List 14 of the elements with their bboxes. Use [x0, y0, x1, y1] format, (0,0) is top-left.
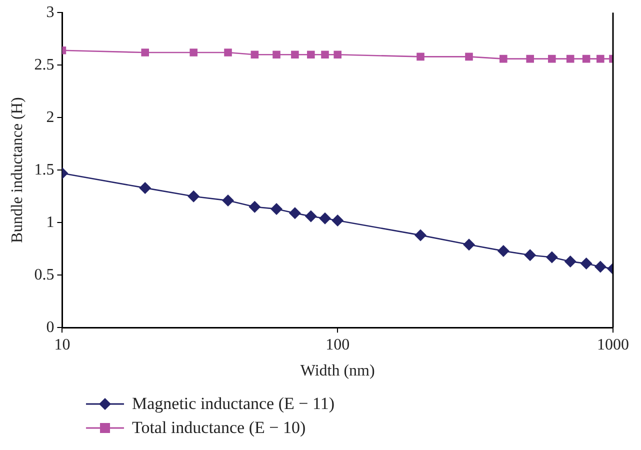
y-tick-label: 2 — [46, 108, 54, 126]
y-tick-label: 2.5 — [34, 56, 54, 74]
y-tick-label: 3 — [46, 4, 54, 21]
x-tick-label: 10 — [54, 336, 70, 354]
y-tick-label: 1 — [46, 214, 54, 231]
legend-label: Total inductance (E − 10) — [132, 418, 306, 438]
x-tick-label: 100 — [326, 336, 350, 354]
y-axis-title: Bundle inductance (H) — [8, 97, 26, 243]
x-axis-title: Width (nm) — [300, 362, 375, 380]
legend-label: Magnetic inductance (E − 11) — [132, 394, 334, 414]
x-tick-label: 1000 — [597, 336, 629, 354]
y-tick-label: 0 — [46, 318, 54, 336]
y-tick-label: 1.5 — [34, 161, 54, 178]
y-tick-label: 0.5 — [34, 266, 54, 284]
